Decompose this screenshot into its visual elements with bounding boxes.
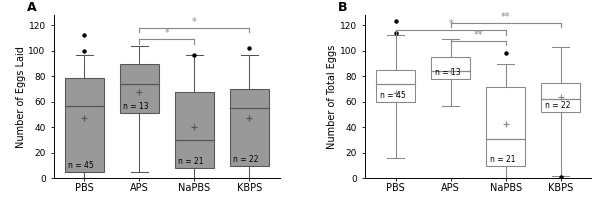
Text: n = 13: n = 13 [124, 102, 149, 111]
Text: *: * [192, 17, 197, 27]
Bar [175, 92, 214, 168]
Text: n = 45: n = 45 [380, 91, 406, 100]
Text: *: * [448, 19, 453, 29]
Y-axis label: Number of Total Eggs: Number of Total Eggs [327, 45, 337, 149]
Text: n = 21: n = 21 [178, 157, 204, 166]
Text: **: ** [501, 12, 511, 22]
Bar [487, 86, 525, 166]
Text: B: B [338, 1, 348, 14]
Text: n = 22: n = 22 [233, 155, 259, 164]
Text: A: A [27, 1, 37, 14]
Text: n = 13: n = 13 [435, 68, 460, 77]
Bar [120, 64, 158, 113]
Bar [376, 70, 415, 102]
Bar [65, 78, 104, 172]
Bar [230, 89, 269, 166]
Y-axis label: Number of Eggs Laid: Number of Eggs Laid [16, 46, 26, 148]
Text: n = 21: n = 21 [490, 155, 515, 164]
Text: n = 45: n = 45 [68, 161, 94, 170]
Bar [431, 57, 470, 79]
Text: n = 22: n = 22 [545, 101, 570, 110]
Bar [541, 83, 580, 112]
Text: *: * [164, 28, 169, 38]
Text: **: ** [473, 29, 483, 40]
